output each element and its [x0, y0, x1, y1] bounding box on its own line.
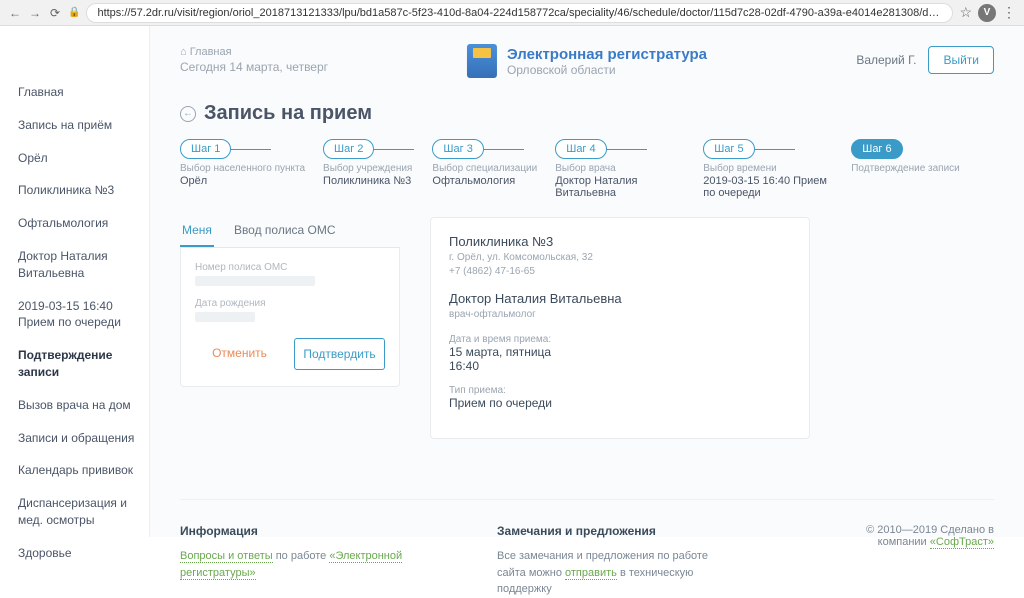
back-circle-icon[interactable]: ←: [180, 106, 196, 122]
tab-me[interactable]: Меня: [180, 217, 214, 247]
sidebar-item[interactable]: Здоровье: [14, 537, 149, 570]
user-name[interactable]: Валерий Г.: [856, 53, 916, 67]
faq-link[interactable]: Вопросы и ответы: [180, 550, 273, 563]
sidebar-item[interactable]: 2019-03-15 16:40 Прием по очереди: [14, 290, 149, 340]
sidebar-item[interactable]: Подтверждение записи: [14, 339, 149, 389]
lock-icon: 🔒: [68, 7, 80, 18]
sidebar-item[interactable]: Доктор Наталия Витальевна: [14, 240, 149, 290]
step-wizard: Шаг 1Выбор населенного пунктаОрёл Шаг 2Вы…: [180, 139, 994, 199]
sidebar-item[interactable]: Офтальмология: [14, 207, 149, 240]
sidebar-item[interactable]: Поликлиника №3: [14, 174, 149, 207]
footer-feedback-heading: Замечания и предложения: [497, 524, 734, 538]
oms-value: [195, 276, 315, 286]
clinic-address: г. Орёл, ул. Комсомольская, 32: [449, 251, 791, 265]
oms-label: Номер полиса ОМС: [195, 262, 385, 273]
wizard-step[interactable]: Шаг 5Выбор времени2019-03-15 16:40 Прием…: [703, 139, 833, 199]
brand: Электронная регистратура Орловской облас…: [467, 44, 707, 78]
footer-info-heading: Информация: [180, 524, 417, 538]
brand-title: Электронная регистратура: [507, 46, 707, 63]
clinic-name: Поликлиника №3: [449, 234, 791, 249]
menu-icon[interactable]: ⋮: [1002, 4, 1016, 21]
appt-date: 15 марта, пятница: [449, 345, 791, 359]
form-card: Меня Ввод полиса ОМС Номер полиса ОМС Да…: [180, 217, 400, 439]
sidebar: ГлавнаяЗапись на приёмОрёлПоликлиника №3…: [0, 26, 150, 537]
sidebar-item[interactable]: Календарь прививок: [14, 454, 149, 487]
back-icon[interactable]: ←: [8, 6, 22, 20]
today-date: Сегодня 14 марта, четверг: [180, 60, 328, 74]
wizard-step[interactable]: Шаг 1Выбор населенного пунктаОрёл: [180, 139, 305, 187]
dob-label: Дата рождения: [195, 298, 385, 309]
page-title: Запись на прием: [204, 102, 372, 125]
url-bar[interactable]: https://57.2dr.ru/visit/region/oriol_201…: [86, 3, 953, 23]
wizard-step[interactable]: Шаг 6Подтверждение записи: [851, 139, 960, 174]
sidebar-item[interactable]: Запись на приём: [14, 109, 149, 142]
wizard-step[interactable]: Шаг 2Выбор учрежденияПоликлиника №3: [323, 139, 414, 187]
feedback-link[interactable]: отправить: [565, 567, 617, 580]
sidebar-item[interactable]: Диспансеризация и мед. осмотры: [14, 487, 149, 537]
appt-time: 16:40: [449, 359, 791, 373]
bookmark-icon[interactable]: ☆: [959, 4, 972, 21]
confirm-button[interactable]: Подтвердить: [294, 338, 385, 370]
copyright: © 2010—2019: [866, 524, 940, 536]
sidebar-item[interactable]: Орёл: [14, 142, 149, 175]
footer: Информация Вопросы и ответы по работе «Э…: [180, 499, 994, 598]
clinic-phone: +7 (4862) 47-16-65: [449, 265, 791, 279]
wizard-step[interactable]: Шаг 4Выбор врачаДоктор Наталия Витальевн…: [555, 139, 685, 199]
tab-oms[interactable]: Ввод полиса ОМС: [232, 217, 338, 247]
softrust-link[interactable]: «СофТраст»: [930, 536, 994, 549]
doctor-spec: врач-офтальмолог: [449, 308, 791, 322]
logo-icon: [467, 44, 497, 78]
wizard-step[interactable]: Шаг 3Выбор специализацииОфтальмология: [432, 139, 537, 187]
datetime-label: Дата и время приема:: [449, 334, 791, 345]
dob-value: [195, 312, 255, 322]
cancel-button[interactable]: Отменить: [195, 338, 284, 370]
forward-icon[interactable]: →: [28, 6, 42, 20]
browser-chrome: ← → ⟳ 🔒 https://57.2dr.ru/visit/region/o…: [0, 0, 1024, 26]
appt-type: Прием по очереди: [449, 396, 791, 410]
type-label: Тип приема:: [449, 385, 791, 396]
breadcrumb[interactable]: ⌂ Главная: [180, 46, 328, 58]
sidebar-item[interactable]: Главная: [14, 76, 149, 109]
appointment-info-card: Поликлиника №3 г. Орёл, ул. Комсомольска…: [430, 217, 810, 439]
sidebar-item[interactable]: Записи и обращения: [14, 422, 149, 455]
brand-region: Орловской области: [507, 63, 707, 77]
profile-badge[interactable]: V: [978, 4, 996, 22]
main-content: ⌂ Главная Сегодня 14 марта, четверг Элек…: [150, 26, 1024, 537]
logout-button[interactable]: Выйти: [928, 46, 994, 74]
sidebar-item[interactable]: Вызов врача на дом: [14, 389, 149, 422]
doctor-name: Доктор Наталия Витальевна: [449, 291, 791, 306]
reload-icon[interactable]: ⟳: [48, 6, 62, 20]
